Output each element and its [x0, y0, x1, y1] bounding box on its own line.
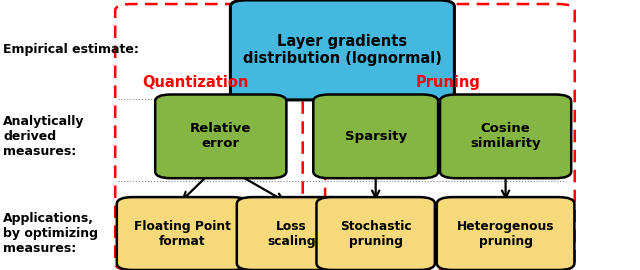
- Text: Pruning: Pruning: [415, 75, 481, 90]
- Text: Empirical estimate:: Empirical estimate:: [3, 43, 139, 56]
- Text: Sparsity: Sparsity: [344, 130, 407, 143]
- FancyBboxPatch shape: [314, 94, 438, 178]
- FancyBboxPatch shape: [437, 197, 575, 270]
- FancyBboxPatch shape: [230, 0, 454, 100]
- FancyBboxPatch shape: [440, 94, 572, 178]
- FancyBboxPatch shape: [237, 197, 346, 270]
- Text: Quantization: Quantization: [142, 75, 248, 90]
- FancyBboxPatch shape: [116, 197, 248, 270]
- Text: Cosine
similarity: Cosine similarity: [470, 122, 541, 150]
- Text: Heterogenous
pruning: Heterogenous pruning: [457, 220, 554, 248]
- Text: Relative
error: Relative error: [190, 122, 252, 150]
- Text: Stochastic
pruning: Stochastic pruning: [340, 220, 412, 248]
- Text: Loss
scaling: Loss scaling: [267, 220, 316, 248]
- Text: Applications,
by optimizing
measures:: Applications, by optimizing measures:: [3, 212, 98, 255]
- FancyBboxPatch shape: [316, 197, 435, 270]
- FancyBboxPatch shape: [155, 94, 287, 178]
- Text: Analytically
derived
measures:: Analytically derived measures:: [3, 115, 84, 158]
- Text: Floating Point
format: Floating Point format: [134, 220, 231, 248]
- Text: Layer gradients
distribution (lognormal): Layer gradients distribution (lognormal): [243, 34, 442, 66]
